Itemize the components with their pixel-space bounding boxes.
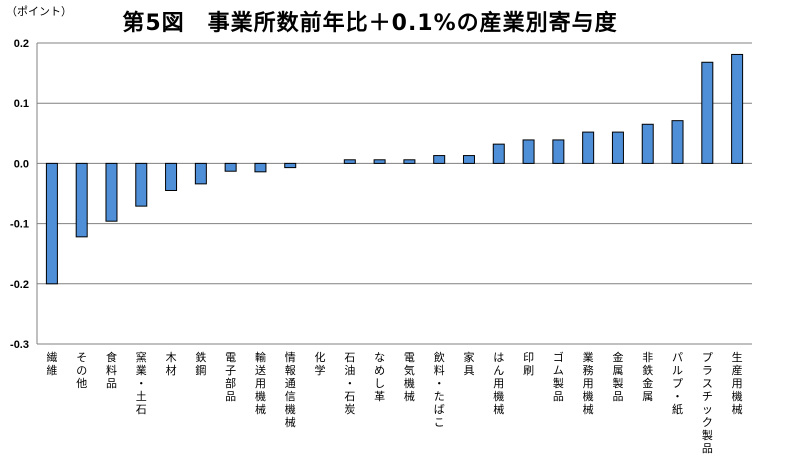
x-tick-label: 印刷 (523, 351, 534, 377)
bar (135, 162, 148, 207)
bar (701, 61, 714, 164)
x-tick-label: 化学 (315, 350, 326, 377)
bar (731, 53, 744, 164)
x-tick-label: 業務用機械 (583, 351, 594, 416)
bar (552, 139, 565, 164)
x-tick-label: 生産用機械 (732, 350, 743, 416)
bar (75, 162, 88, 238)
x-tick-label: 金属製品 (612, 350, 623, 403)
x-tick-label: プラスチック製品 (702, 351, 713, 455)
x-tick-label: 窯業・土石 (136, 350, 147, 416)
bar (284, 162, 297, 169)
bar (582, 131, 595, 164)
bar (671, 120, 684, 164)
bar (254, 162, 267, 173)
x-tick-label: ゴム製品 (553, 350, 564, 403)
bar (373, 159, 386, 164)
bar (343, 159, 356, 164)
bar (522, 139, 535, 164)
y-tick-label: -0.1 (10, 219, 29, 231)
bar (105, 162, 118, 222)
x-tick-label: なめし革 (374, 351, 385, 403)
y-tick-label: -0.3 (10, 339, 29, 351)
y-tick-label: 0.1 (14, 98, 29, 110)
x-tick-label: パルプ・紙 (672, 351, 683, 416)
y-tick-label: 0.2 (14, 38, 29, 50)
x-tick-label: 非鉄金属 (642, 351, 653, 403)
x-tick-label: 繊維 (46, 351, 57, 377)
y-axis-unit-label: （ポイント） (6, 5, 72, 18)
x-tick-label: 食料品 (106, 350, 117, 390)
x-tick-label: 飲料・たばこ (434, 350, 445, 429)
bar (224, 162, 237, 172)
x-tick-label: その他 (76, 351, 87, 390)
x-tick-label: 電気機械 (404, 351, 415, 403)
x-tick-label: 鉄鋼 (195, 350, 206, 377)
x-tick-label: 電子部品 (225, 351, 236, 403)
x-tick-label: 家具 (463, 350, 474, 377)
bar (433, 155, 446, 164)
chart-title: 第5図 事業所数前年比＋0.1%の産業別寄与度 (122, 11, 618, 36)
x-tick-label: 輸送用機械 (255, 350, 266, 416)
bar (462, 155, 475, 164)
x-tick-label: はん用機械 (493, 351, 504, 416)
bar (492, 143, 505, 164)
bar (641, 123, 654, 164)
bar (194, 162, 207, 185)
bar (403, 159, 416, 164)
bar (611, 131, 624, 164)
x-tick-label: 情報通信機械 (285, 351, 296, 429)
bar (45, 162, 58, 285)
x-tick-label: 石油・石炭 (344, 351, 355, 416)
y-tick-label: -0.2 (10, 279, 29, 291)
y-tick-label: 0.0 (14, 158, 29, 170)
bar (165, 162, 178, 191)
x-tick-label: 木材 (166, 351, 177, 377)
